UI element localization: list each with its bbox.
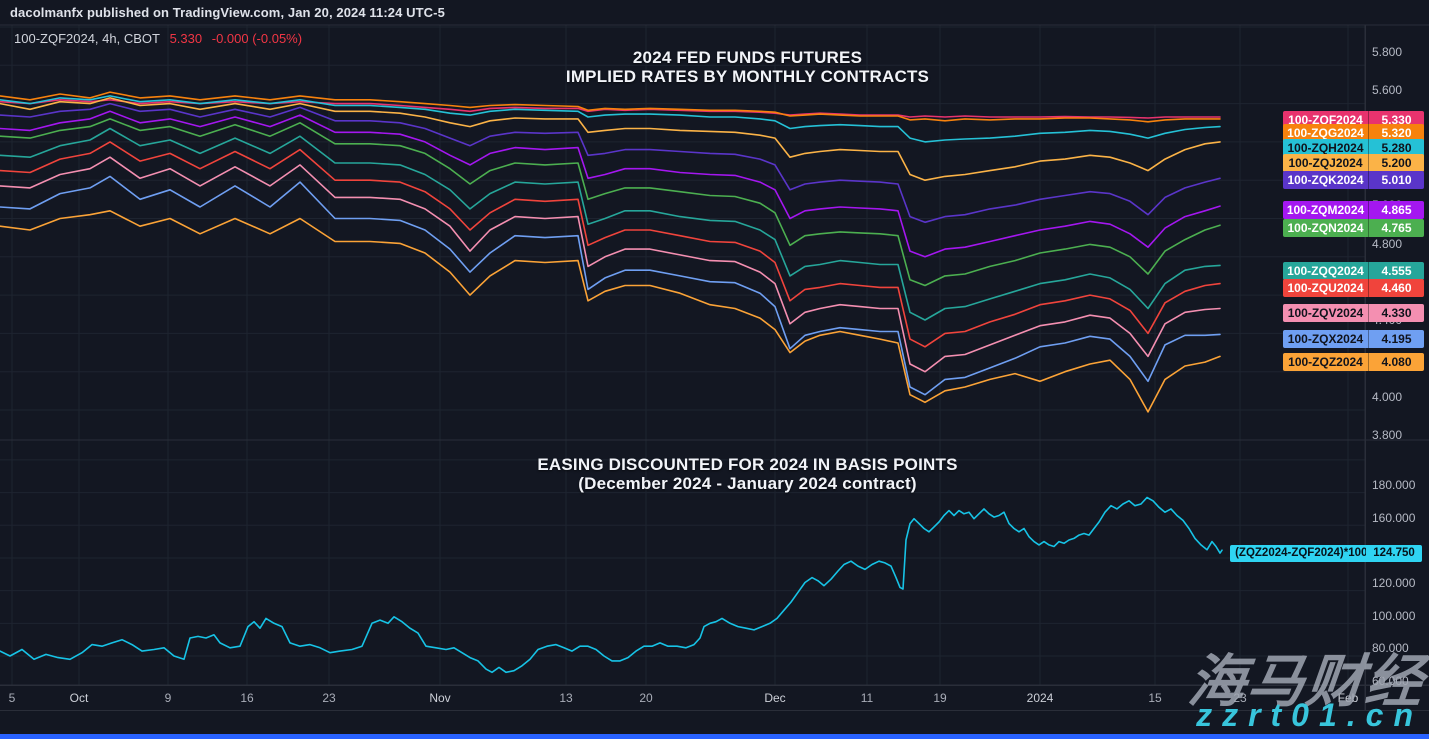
series-line-100-zqg2024[interactable] xyxy=(0,91,1221,123)
series-line-100-zqz2024[interactable] xyxy=(0,210,1221,413)
price-tick-5.800: 5.800 xyxy=(1372,45,1403,59)
price-tick-100.000: 100.000 xyxy=(1372,608,1416,623)
symbol-legend[interactable]: 100-ZQF2024, 4h, CBOT 5.330 -0.000 (-0.0… xyxy=(14,31,308,46)
series-line--zqz2024-zqf2024-100[interactable] xyxy=(0,496,1223,674)
watermark-url: zzrt01.cn xyxy=(1196,697,1423,733)
contract-name: 100-ZQH2024 xyxy=(1287,141,1364,155)
price-label-100-zqz2024[interactable]: 100-ZQZ2024 4.080 xyxy=(1283,353,1424,371)
series-line-100-zqh2024[interactable] xyxy=(0,95,1221,143)
time-tick-23: 23 xyxy=(322,691,336,705)
contract-price: 4.195 xyxy=(1368,330,1424,348)
time-tick-15: 15 xyxy=(1148,691,1162,705)
footer-bar: TradingView xyxy=(0,710,1429,735)
derived-series-value: 124.750 xyxy=(1366,544,1422,562)
contract-name: 100-ZQU2024 xyxy=(1287,281,1364,295)
contract-price: 5.330 xyxy=(1368,111,1424,129)
contract-name: 100-ZQZ2024 xyxy=(1288,355,1363,369)
time-tick-13: 13 xyxy=(559,691,573,705)
time-tick-Oct: Oct xyxy=(69,691,89,705)
symbol-title[interactable]: 100-ZQF2024, 4h, CBOT xyxy=(14,31,160,46)
price-label-100-zqg2024[interactable]: 100-ZQG2024 5.320 xyxy=(1283,124,1424,142)
price-label-100-zqm2024[interactable]: 100-ZQM2024 4.865 xyxy=(1283,201,1424,219)
price-label-100-zqn2024[interactable]: 100-ZQN2024 4.765 xyxy=(1283,219,1424,237)
price-tick-60.000: 60.000 xyxy=(1372,674,1409,688)
contract-price: 4.460 xyxy=(1368,279,1424,297)
series-line-100-zqq2024[interactable] xyxy=(0,127,1221,321)
price-label-100-zqq2024[interactable]: 100-ZQQ2024 4.555 xyxy=(1283,262,1424,280)
contract-price: 5.280 xyxy=(1368,139,1424,157)
series-line-100-zqn2024[interactable] xyxy=(0,118,1221,287)
contract-price: 4.555 xyxy=(1368,262,1424,280)
contract-price: 4.330 xyxy=(1368,304,1424,322)
contract-name: 100-ZQK2024 xyxy=(1287,173,1364,187)
time-tick-5: 5 xyxy=(8,691,16,705)
price-tick-120.000: 120.000 xyxy=(1372,575,1416,590)
time-tick-16: 16 xyxy=(240,691,254,705)
contract-name: 100-ZQF2024 xyxy=(1288,113,1363,127)
price-tick-160.000: 160.000 xyxy=(1372,510,1416,525)
series-line-100-zqm2024[interactable] xyxy=(0,110,1221,258)
top-panel-title-line2: IMPLIED RATES BY MONTHLY CONTRACTS xyxy=(565,67,930,86)
series-line-100-zqx2024[interactable] xyxy=(0,175,1221,396)
bottom-panel-title-line2: (December 2024 - January 2024 contract) xyxy=(578,474,917,493)
contract-name: 100-ZQJ2024 xyxy=(1288,156,1363,170)
price-tick-5.600: 5.600 xyxy=(1372,83,1403,98)
contract-name: 100-ZQN2024 xyxy=(1287,221,1364,235)
price-label-100-zqx2024[interactable]: 100-ZQX2024 4.195 xyxy=(1283,330,1424,348)
contract-name: 100-ZQX2024 xyxy=(1287,332,1364,346)
contract-name: 100-ZQM2024 xyxy=(1286,203,1365,217)
price-label-100-zqu2024[interactable]: 100-ZQU2024 4.460 xyxy=(1283,279,1424,297)
derived-series-tag[interactable]: (ZQZ2024-ZQF2024)*100 xyxy=(1230,544,1373,562)
time-tick-Dec: Dec xyxy=(764,691,786,705)
top-panel-title-line1: 2024 FED FUNDS FUTURES xyxy=(632,48,863,67)
publisher-bar: dacolmanfx published on TradingView.com,… xyxy=(0,0,1429,25)
price-label-100-zqv2024[interactable]: 100-ZQV2024 4.330 xyxy=(1283,304,1424,322)
contract-price: 4.080 xyxy=(1368,353,1424,371)
time-axis[interactable]: 5 Oct 9 16 23 Nov 13 20 Dec 11 19 2024 15 23 Feb xyxy=(0,685,1429,711)
price-tick-3.800: 3.800 xyxy=(1372,428,1403,442)
time-tick-20: 20 xyxy=(639,691,653,705)
contract-name: 100-ZQG2024 xyxy=(1287,126,1364,140)
price-label-100-zqj2024[interactable]: 100-ZQJ2024 5.200 xyxy=(1283,154,1424,172)
price-tick-180.000: 180.000 xyxy=(1372,477,1416,492)
contract-price: 4.865 xyxy=(1368,201,1424,219)
price-tick-4.000: 4.000 xyxy=(1372,389,1403,404)
time-tick-9: 9 xyxy=(164,691,172,705)
last-price: 5.330 xyxy=(169,31,203,46)
contract-name: 100-ZQQ2024 xyxy=(1287,264,1364,278)
contract-name: 100-ZQV2024 xyxy=(1287,306,1364,320)
price-label-100-zqk2024[interactable]: 100-ZQK2024 5.010 xyxy=(1283,171,1424,189)
series-line-100-zqk2024[interactable] xyxy=(0,102,1221,224)
contract-price: 5.320 xyxy=(1368,124,1424,142)
time-tick-23: 23 xyxy=(1233,691,1247,705)
time-tick-2024: 2024 xyxy=(1026,691,1054,705)
price-change: -0.000 (-0.05%) xyxy=(211,31,303,46)
time-tick-11: 11 xyxy=(860,691,874,705)
price-label-100-zqh2024[interactable]: 100-ZQH2024 5.280 xyxy=(1283,139,1424,157)
publisher-note: dacolmanfx published on TradingView.com,… xyxy=(10,5,445,20)
bottom-accent-bar xyxy=(0,734,1429,739)
time-tick-Nov: Nov xyxy=(429,691,451,705)
bottom-panel-title-line1: EASING DISCOUNTED FOR 2024 IN BASIS POIN… xyxy=(537,455,958,474)
series-line-100-zqv2024[interactable] xyxy=(0,156,1221,373)
contract-price: 4.765 xyxy=(1368,219,1424,237)
series-line-100-zqj2024[interactable] xyxy=(0,97,1221,181)
price-tick-80.000: 80.000 xyxy=(1372,641,1409,656)
series-line-100-zqu2024[interactable] xyxy=(0,141,1221,348)
price-tick-4.800: 4.800 xyxy=(1372,236,1403,251)
time-tick-Feb: Feb xyxy=(1337,691,1359,705)
contract-price: 5.010 xyxy=(1368,171,1424,189)
time-tick-19: 19 xyxy=(933,691,947,705)
contract-price: 5.200 xyxy=(1368,154,1424,172)
